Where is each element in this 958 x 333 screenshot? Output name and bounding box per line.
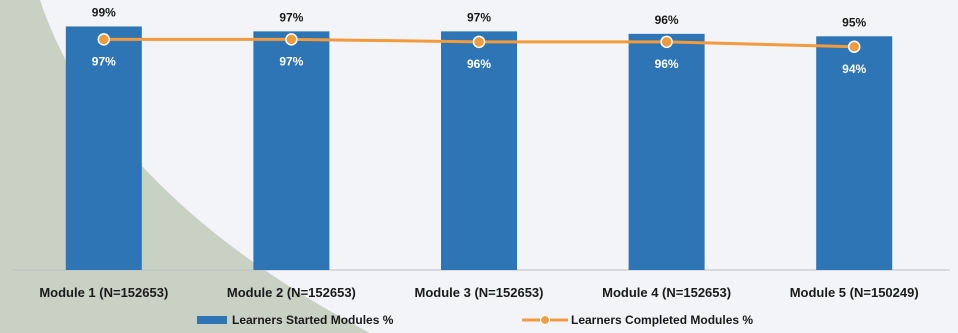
x-tick-labels: Module 1 (N=152653) Module 2 (N=152653) Mo… (39, 285, 918, 300)
completed-point-5 (847, 40, 861, 54)
x-tick-label-2: Module 2 (N=152653) (227, 285, 356, 300)
x-tick-label-5: Module 5 (N=150249) (790, 285, 919, 300)
bar-value-label-5: 95% (842, 15, 866, 29)
bars-layer: 99% 97% 97% 96% 95% (65, 5, 893, 271)
bar-started-2 (253, 31, 330, 270)
completed-point-2 (285, 33, 298, 46)
completed-value-label-3: 96% (467, 57, 491, 71)
bar-started-5 (816, 36, 893, 270)
x-tick-label-3: Module 3 (N=152653) (415, 285, 544, 300)
bar-started-3 (441, 31, 517, 270)
completed-value-label-5: 94% (842, 62, 866, 76)
completed-point-1 (97, 33, 111, 46)
bar-started-1 (65, 26, 142, 271)
completed-point-4 (660, 35, 673, 49)
legend-label-completed: Learners Completed Modules % (571, 313, 753, 327)
x-tick-label-1: Module 1 (N=152653) (39, 285, 168, 300)
bar-value-label-2: 97% (279, 10, 303, 24)
bar-started-4 (628, 33, 705, 271)
completed-value-label-2: 97% (279, 54, 303, 68)
completed-point-3 (472, 35, 486, 49)
legend-label-started: Learners Started Modules % (232, 313, 394, 327)
bar-value-label-4: 96% (655, 13, 679, 27)
completed-value-label-4: 96% (655, 57, 679, 71)
legend: Learners Started Modules % Learners Compl… (197, 313, 753, 327)
legend-swatch-started (197, 316, 227, 324)
bar-value-label-1: 99% (92, 5, 116, 19)
legend-swatch-completed-marker (539, 314, 551, 326)
x-tick-label-4: Module 4 (N=152653) (602, 285, 731, 300)
line-layer: 97% 97% 96% 96% 94% (92, 33, 867, 76)
completed-value-label-1: 97% (92, 54, 116, 68)
bar-value-label-3: 97% (467, 10, 491, 24)
